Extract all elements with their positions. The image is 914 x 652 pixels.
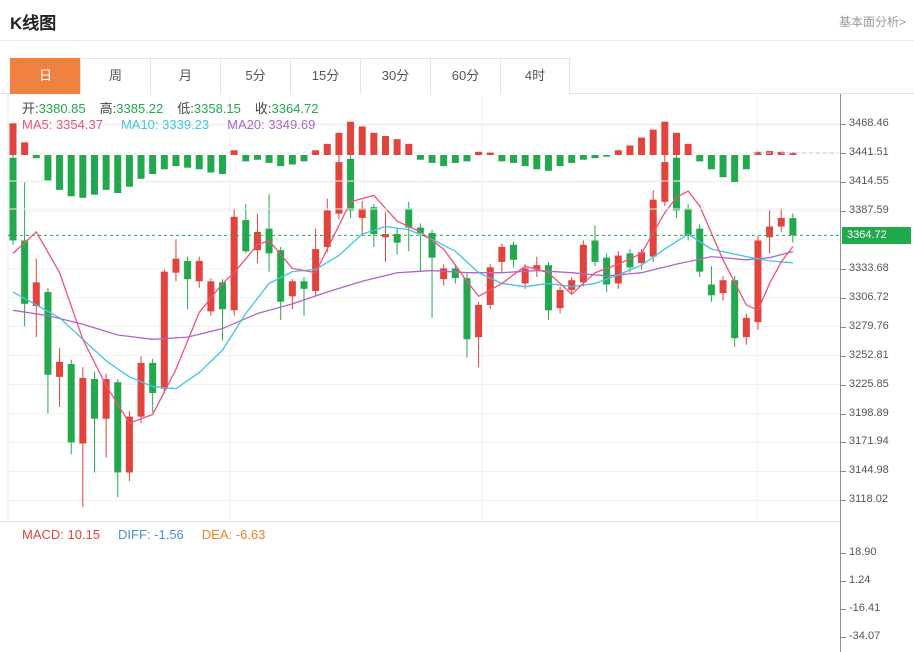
- page-title: K线图: [10, 14, 57, 33]
- ma-legend-ma10: MA10: 3339.23: [120, 117, 210, 132]
- ohlc-low-value: 3358.15: [193, 101, 241, 116]
- macd-tick-label: 18.90: [849, 546, 877, 558]
- price-tick-mark: [841, 413, 846, 415]
- price-tick-label: 3306.72: [849, 290, 889, 303]
- ma-legend-ma5: MA5: 3354.37: [22, 117, 103, 132]
- macd-histogram: [9, 121, 797, 198]
- price-tick-mark: [841, 326, 846, 328]
- tab-60min[interactable]: 60分: [430, 58, 500, 94]
- macd-canvas[interactable]: [0, 94, 840, 224]
- ohlc-close-label: 收:: [254, 101, 272, 116]
- fundamental-analysis-link[interactable]: 基本面分析>: [838, 15, 906, 29]
- ohlc-low-label: 低:: [177, 101, 194, 116]
- macd-legend-dea: DEA: -6.63: [201, 527, 266, 542]
- tab-week[interactable]: 周: [80, 58, 150, 94]
- tab-day[interactable]: 日: [10, 58, 80, 94]
- panel-separator: [0, 521, 914, 522]
- price-tick-mark: [841, 500, 846, 502]
- price-tick-label: 3441.51: [849, 145, 889, 158]
- ohlc-close-value: 3364.72: [271, 101, 319, 116]
- tab-15min[interactable]: 15分: [290, 58, 360, 94]
- price-tick-label: 3333.68: [849, 261, 889, 274]
- ma-legend-row: MA5: 3354.37 MA10: 3339.23 MA20: 3349.69: [22, 117, 333, 132]
- price-tick-label: 3198.89: [849, 406, 889, 419]
- timeframe-tab-bar: 日周月 5分 15分 30分 60分 4时: [0, 58, 914, 94]
- candles-layer: [9, 142, 797, 507]
- macd-tick-label: -16.41: [849, 602, 881, 614]
- price-axis: 3468.46 3441.51 3414.55 3387.59 3333.68 3306.…: [840, 94, 914, 652]
- price-tick-label: 3414.55: [849, 174, 889, 187]
- tab-month[interactable]: 月: [150, 58, 220, 94]
- price-tick-label: 3118.02: [849, 493, 888, 506]
- kline-chart-panel: 开:3380.85 高:3385.22 低:3358.15 收:3364.72 MA5…: [0, 94, 914, 652]
- main-gridlines: [7, 94, 840, 520]
- price-tick-label: 3144.98: [849, 464, 889, 477]
- price-tick-label: 3468.46: [849, 117, 889, 129]
- ohlc-open-label: 开:: [22, 101, 39, 116]
- macd-tick-label: 1.24: [849, 574, 871, 586]
- price-tick-label: 3279.76: [849, 319, 889, 332]
- macd-tick-mark: [841, 637, 846, 638]
- price-tick-mark: [841, 442, 846, 444]
- macd-legend-diff: DIFF: -1.56: [118, 527, 184, 542]
- tab-30min[interactable]: 30分: [360, 58, 430, 94]
- price-tick-label: 3252.81: [849, 348, 889, 361]
- price-tick-mark: [841, 124, 846, 125]
- ma-legend-ma20: MA20: 3349.69: [227, 117, 316, 132]
- price-tick-mark: [841, 297, 846, 299]
- tab-5min[interactable]: 5分: [220, 58, 290, 94]
- macd-legend-row: MACD: 10.15 DIFF: -1.56 DEA: -6.63: [22, 527, 283, 542]
- macd-tick-mark: [841, 581, 846, 582]
- current-price-badge: 3364.72: [842, 227, 911, 245]
- macd-tick-mark: [841, 553, 846, 554]
- ma-lines-layer: [12, 190, 794, 424]
- macd-legend-macd: MACD: 10.15: [22, 527, 101, 542]
- ohlc-high-label: 高:: [99, 101, 117, 116]
- price-tick-label: 3225.85: [849, 377, 889, 390]
- ohlc-info-row: 开:3380.85 高:3385.22 低:3358.15 收:3364.72: [22, 98, 333, 117]
- price-tick-label: 3387.59: [849, 203, 889, 216]
- price-tick-mark: [841, 152, 846, 154]
- price-tick-mark: [841, 471, 846, 473]
- price-tick-mark: [841, 355, 846, 357]
- ohlc-high-value: 3385.22: [116, 101, 164, 116]
- macd-tick-label: -34.07: [849, 630, 881, 642]
- price-tick-mark: [841, 268, 846, 270]
- page-header: K线图 基本面分析>: [0, 0, 914, 41]
- macd-gridlines: [7, 94, 840, 224]
- tab-4hour[interactable]: 4时: [500, 58, 570, 94]
- ohlc-open-value: 3380.85: [38, 101, 86, 116]
- main-candlestick-canvas[interactable]: [0, 94, 840, 520]
- price-tick-mark: [841, 384, 846, 386]
- price-tick-mark: [841, 210, 846, 212]
- price-tick-mark: [841, 181, 846, 183]
- price-tick-label: 3171.94: [849, 435, 889, 448]
- macd-tick-mark: [841, 609, 846, 610]
